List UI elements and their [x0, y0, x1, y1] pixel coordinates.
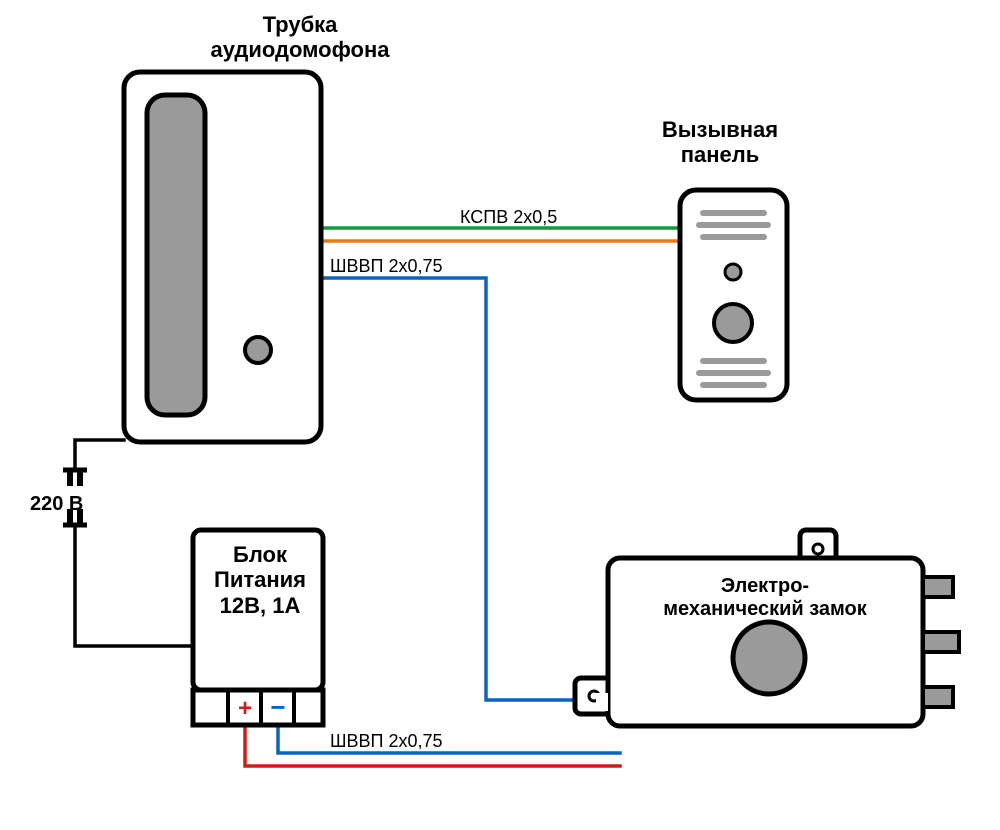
psu-label: Блок Питания 12В, 1А [195, 542, 325, 618]
lock-label: Электро- механический замок [635, 575, 895, 621]
lock-device [575, 530, 959, 726]
psu-label-line2: Питания [214, 567, 306, 592]
callpanel-label: Вызывная панель [620, 117, 820, 168]
handset-label-line1: Трубка [263, 12, 338, 37]
mains-label-text: 220 В [30, 493, 83, 515]
handset-device [124, 72, 321, 442]
lock-label-line2: механический замок [663, 598, 867, 620]
wire-blue_top [321, 278, 620, 700]
shvvp-top-wire-label: ШВВП 2х0,75 [330, 256, 443, 277]
mains-label: 220 В [30, 493, 100, 516]
psu-label-line1: Блок [233, 542, 287, 567]
callpanel-label-line2: панель [681, 142, 760, 167]
psu-label-line3: 12В, 1А [220, 593, 301, 618]
call-panel-device [680, 190, 787, 400]
psu-terminal-minus: − [270, 692, 285, 722]
lock-label-line1: Электро- [721, 575, 809, 597]
diagram-svg: + − [0, 0, 1000, 830]
kspv-wire-label: КСПВ 2х0,5 [460, 207, 557, 228]
handset-label: Трубка аудиодомофона [170, 12, 430, 63]
wire-mains [75, 440, 193, 646]
callpanel-label-line1: Вызывная [662, 117, 778, 142]
handset-label-line2: аудиодомофона [210, 37, 389, 62]
psu-terminal-plus: + [238, 695, 252, 722]
shvvp-bottom-wire-label: ШВВП 2х0,75 [330, 731, 443, 752]
